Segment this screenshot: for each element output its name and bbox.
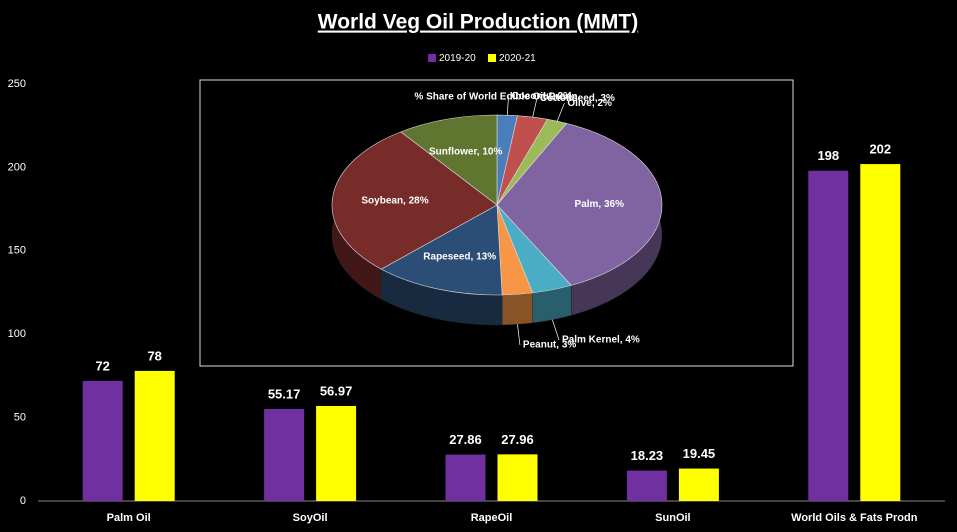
y-tick-label: 50 (14, 412, 26, 424)
value-label: 18.23 (631, 448, 664, 463)
bar (134, 370, 175, 501)
y-tick-label: 0 (20, 495, 26, 507)
pie-label: Sunflower, 10% (429, 147, 502, 158)
y-tick-label: 200 (8, 161, 26, 173)
pie-slice (380, 204, 503, 296)
pie-slice-side (501, 292, 533, 326)
chart-title: World Veg Oil Production (MMT) (318, 11, 638, 34)
pie-slice (331, 131, 498, 270)
x-tick-label: SoyOil (293, 512, 328, 524)
leader-line (506, 96, 509, 116)
leader-line (517, 324, 521, 346)
pie-slice (400, 114, 498, 206)
bar (82, 380, 123, 501)
legend-label: 2020-21 (499, 53, 536, 64)
y-tick-label: 250 (8, 78, 26, 90)
y-tick-label: 150 (8, 245, 26, 257)
x-tick-label: SunOil (655, 512, 690, 524)
pie-label: Peanut, 3% (523, 340, 576, 351)
value-label: 72 (95, 358, 109, 373)
leader-line (552, 319, 560, 341)
pie-label: Palm Kernel, 4% (562, 335, 640, 346)
bar (626, 470, 667, 501)
bar (678, 468, 719, 501)
value-label: 27.96 (501, 432, 534, 447)
value-label: 198 (817, 148, 839, 163)
pie-label: Palm, 36% (575, 199, 625, 210)
pie-label: Olive, 2% (567, 98, 612, 109)
bar (808, 170, 849, 501)
legend-swatch (488, 54, 496, 62)
x-tick-label: RapeOil (471, 512, 513, 524)
pie-label: Rapeseed, 13% (423, 252, 496, 263)
legend-swatch (428, 54, 436, 62)
leader-line (556, 103, 565, 122)
value-label: 202 (869, 142, 891, 157)
value-label: 78 (147, 348, 161, 363)
x-tick-label: World Oils & Fats Prodn (791, 512, 918, 524)
x-tick-label: Palm Oil (107, 512, 151, 524)
bar (860, 164, 901, 501)
pie-slice (496, 123, 663, 286)
pie-title: % Share of World Edible Oil Prodn (414, 92, 577, 103)
bar (264, 408, 305, 501)
legend-label: 2019-20 (439, 53, 476, 64)
bar (445, 454, 486, 501)
value-label: 19.45 (683, 446, 716, 461)
y-tick-label: 100 (8, 328, 26, 340)
pie-label: Coconut, 2% (511, 91, 572, 102)
pie-label: Cottonseed, 3% (540, 93, 615, 104)
value-label: 55.17 (268, 386, 301, 401)
bar (316, 405, 357, 501)
leader-line (532, 98, 538, 118)
value-label: 56.97 (320, 383, 353, 398)
bar (497, 454, 538, 501)
pie-label: Soybean, 28% (361, 195, 428, 206)
value-label: 27.86 (449, 432, 482, 447)
